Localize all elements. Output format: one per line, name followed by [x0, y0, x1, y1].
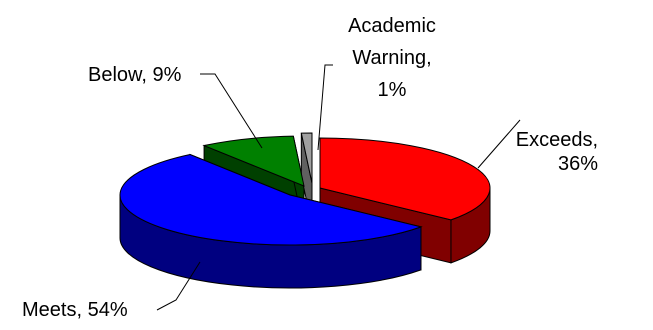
- leader-line-below: [200, 73, 263, 149]
- leader-line-academic-warning: [317, 64, 333, 151]
- slice-below: [202, 135, 305, 187]
- data-label-below-line: Below, 9%: [88, 64, 182, 86]
- pie-top-faces: [119, 132, 491, 246]
- slice-exceeds: [319, 137, 491, 221]
- data-label-exceeds-line: 36%: [558, 153, 598, 175]
- data-label-academic-warning: Academic Warning, 1%: [348, 15, 436, 101]
- data-label-academic-warning-line: Academic: [348, 15, 436, 37]
- data-label-meets-line: Meets, 54%: [22, 299, 128, 321]
- data-label-meets: Meets, 54%: [22, 299, 128, 321]
- data-label-exceeds-line: Exceeds,: [516, 129, 598, 151]
- leader-line-meets: [156, 261, 201, 311]
- leader-line-exceeds: [477, 119, 521, 169]
- data-label-exceeds: Exceeds, 36%: [516, 129, 598, 175]
- pie-labels: Exceeds, 36% Meets, 54% Below, 9% Academic Wa…: [22, 15, 598, 321]
- slice-meets: [119, 154, 423, 246]
- data-label-academic-warning-line: Warning,: [352, 47, 431, 69]
- data-label-below: Below, 9%: [88, 64, 182, 86]
- data-label-academic-warning-line: 1%: [378, 79, 407, 101]
- slice-academic-warning: [300, 132, 313, 184]
